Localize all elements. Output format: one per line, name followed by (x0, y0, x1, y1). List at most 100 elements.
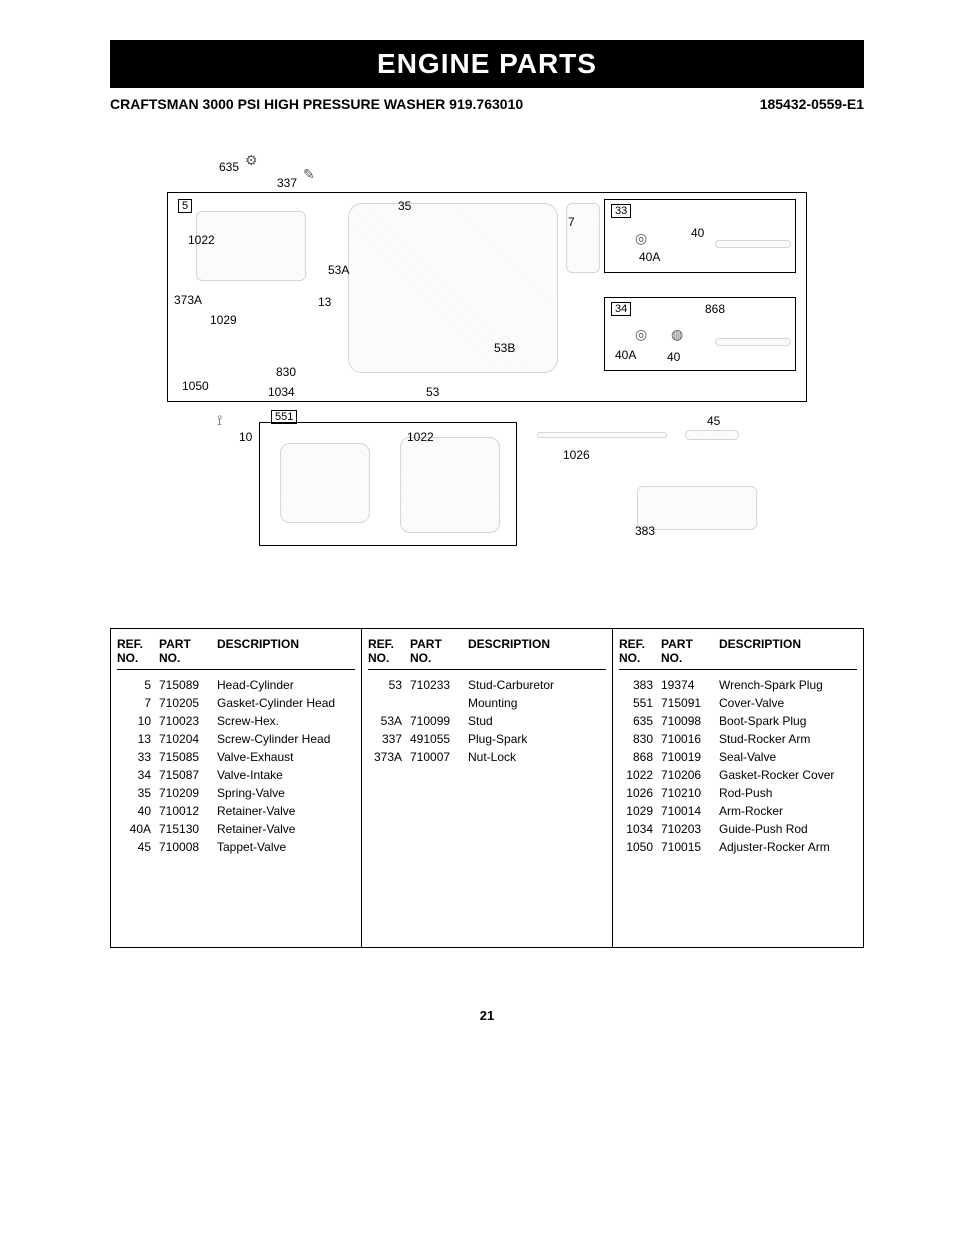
cell-desc: Arm-Rocker (719, 802, 857, 820)
cell-desc: Plug-Spark (468, 730, 606, 748)
valve-sketch (715, 240, 791, 248)
parts-rows-1: 5715089Head-Cylinder7710205Gasket-Cylind… (117, 676, 355, 856)
parts-column-2: REF. NO. PART NO. DESCRIPTION 53710233St… (362, 629, 613, 947)
cell-ref: 635 (619, 712, 661, 730)
diagram-label: 830 (276, 365, 296, 379)
diagram-label: 1026 (563, 448, 590, 462)
cell-part: 715085 (159, 748, 217, 766)
cell-desc: Retainer-Valve (217, 820, 355, 838)
cell-part: 715130 (159, 820, 217, 838)
sparkplug-boot-icon: ⚙ (245, 152, 258, 169)
cell-part: 710205 (159, 694, 217, 712)
cell-part: 710012 (159, 802, 217, 820)
retainer-icon: ◎ (635, 326, 647, 343)
exploded-diagram: 635 ⚙ 337 ✎ 5 35 7 1022 53A 13 373A 1029… (167, 152, 807, 548)
diagram-label: 40A (639, 250, 660, 264)
subheader-row: CRAFTSMAN 3000 PSI HIGH PRESSURE WASHER … (110, 96, 864, 112)
diagram-ref-box: 5 (178, 199, 192, 213)
table-row: 1029710014Arm-Rocker (619, 802, 857, 820)
diagram-label: 40 (667, 350, 680, 364)
cell-part: 710209 (159, 784, 217, 802)
header-part: PART NO. (410, 637, 468, 665)
cell-part: 710233 (410, 676, 468, 712)
header-desc: DESCRIPTION (217, 637, 355, 665)
diagram-lower-box (259, 422, 517, 546)
cell-ref: 53A (368, 712, 410, 730)
table-row: 38319374Wrench-Spark Plug (619, 676, 857, 694)
diagram-label: 53A (328, 263, 349, 277)
table-row: 40A715130Retainer-Valve (117, 820, 355, 838)
cell-part: 715087 (159, 766, 217, 784)
header-part: PART NO. (159, 637, 217, 665)
table-row: 337491055Plug-Spark (368, 730, 606, 748)
cell-desc: Nut-Lock (468, 748, 606, 766)
cell-part: 19374 (661, 676, 719, 694)
cell-ref: 7 (117, 694, 159, 712)
cell-part: 710008 (159, 838, 217, 856)
table-row: 34715087Valve-Intake (117, 766, 355, 784)
diagram-ref-box: 33 (611, 204, 631, 218)
diagram-label: 7 (568, 215, 575, 229)
parts-header-row: REF. NO. PART NO. DESCRIPTION (368, 637, 606, 670)
diagram-label: 35 (398, 199, 411, 213)
table-row: 5715089Head-Cylinder (117, 676, 355, 694)
table-row: 35710209Spring-Valve (117, 784, 355, 802)
diagram-top-labels: 635 ⚙ 337 ✎ (167, 152, 807, 192)
parts-table: REF. NO. PART NO. DESCRIPTION 5715089Hea… (110, 628, 864, 948)
cylinder-head-sketch (348, 203, 558, 373)
cell-part: 710203 (661, 820, 719, 838)
cell-ref: 1029 (619, 802, 661, 820)
cell-ref: 1034 (619, 820, 661, 838)
header-desc: DESCRIPTION (719, 637, 857, 665)
diagram-ref-box: 34 (611, 302, 631, 316)
table-row: 40710012Retainer-Valve (117, 802, 355, 820)
cell-ref: 868 (619, 748, 661, 766)
cell-part: 491055 (410, 730, 468, 748)
diagram-label: 53B (494, 341, 515, 355)
section-title-bar: ENGINE PARTS (110, 40, 864, 88)
cell-desc: Spring-Valve (217, 784, 355, 802)
cell-part: 710007 (410, 748, 468, 766)
cell-part: 710098 (661, 712, 719, 730)
cell-ref: 10 (117, 712, 159, 730)
cell-desc: Stud-Rocker Arm (719, 730, 857, 748)
valve-cover-sketch (280, 443, 370, 523)
diagram-label: 1029 (210, 313, 237, 327)
cell-desc: Boot-Spark Plug (719, 712, 857, 730)
cell-desc: Valve-Intake (217, 766, 355, 784)
diagram-label: 1022 (407, 430, 434, 444)
cell-ref: 40A (117, 820, 159, 838)
table-row: 373A710007Nut-Lock (368, 748, 606, 766)
cell-part: 710014 (661, 802, 719, 820)
table-row: 1034710203Guide-Push Rod (619, 820, 857, 838)
diagram-label: 1050 (182, 379, 209, 393)
valve-sketch (715, 338, 791, 346)
table-row: 53A710099Stud (368, 712, 606, 730)
diagram-lower-area: ⟟ 10 551 1022 1026 45 383 (167, 408, 807, 548)
table-row: 33715085Valve-Exhaust (117, 748, 355, 766)
table-row: 1050710015Adjuster-Rocker Arm (619, 838, 857, 856)
diagram-label: 1022 (188, 233, 215, 247)
diagram-inner-box-34: 34 868 40A 40 ◎ ◍ (604, 297, 796, 371)
cell-desc: Screw-Cylinder Head (217, 730, 355, 748)
gasket-cover-sketch (400, 437, 500, 533)
table-row: 830710016Stud-Rocker Arm (619, 730, 857, 748)
cell-desc: Gasket-Rocker Cover (719, 766, 857, 784)
header-part: PART NO. (661, 637, 719, 665)
table-row: 1026710210Rod-Push (619, 784, 857, 802)
cell-desc: Head-Cylinder (217, 676, 355, 694)
cell-desc: Guide-Push Rod (719, 820, 857, 838)
cell-ref: 830 (619, 730, 661, 748)
cell-part: 710204 (159, 730, 217, 748)
cell-desc: Adjuster-Rocker Arm (719, 838, 857, 856)
diagram-label: 868 (705, 302, 725, 316)
cell-desc: Stud (468, 712, 606, 730)
diagram-label: 635 (219, 160, 239, 174)
cell-ref: 1022 (619, 766, 661, 784)
section-title: ENGINE PARTS (377, 48, 597, 79)
cell-part: 710206 (661, 766, 719, 784)
table-row: 13710204Screw-Cylinder Head (117, 730, 355, 748)
cell-ref: 551 (619, 694, 661, 712)
cell-part: 710210 (661, 784, 719, 802)
cell-ref: 1026 (619, 784, 661, 802)
